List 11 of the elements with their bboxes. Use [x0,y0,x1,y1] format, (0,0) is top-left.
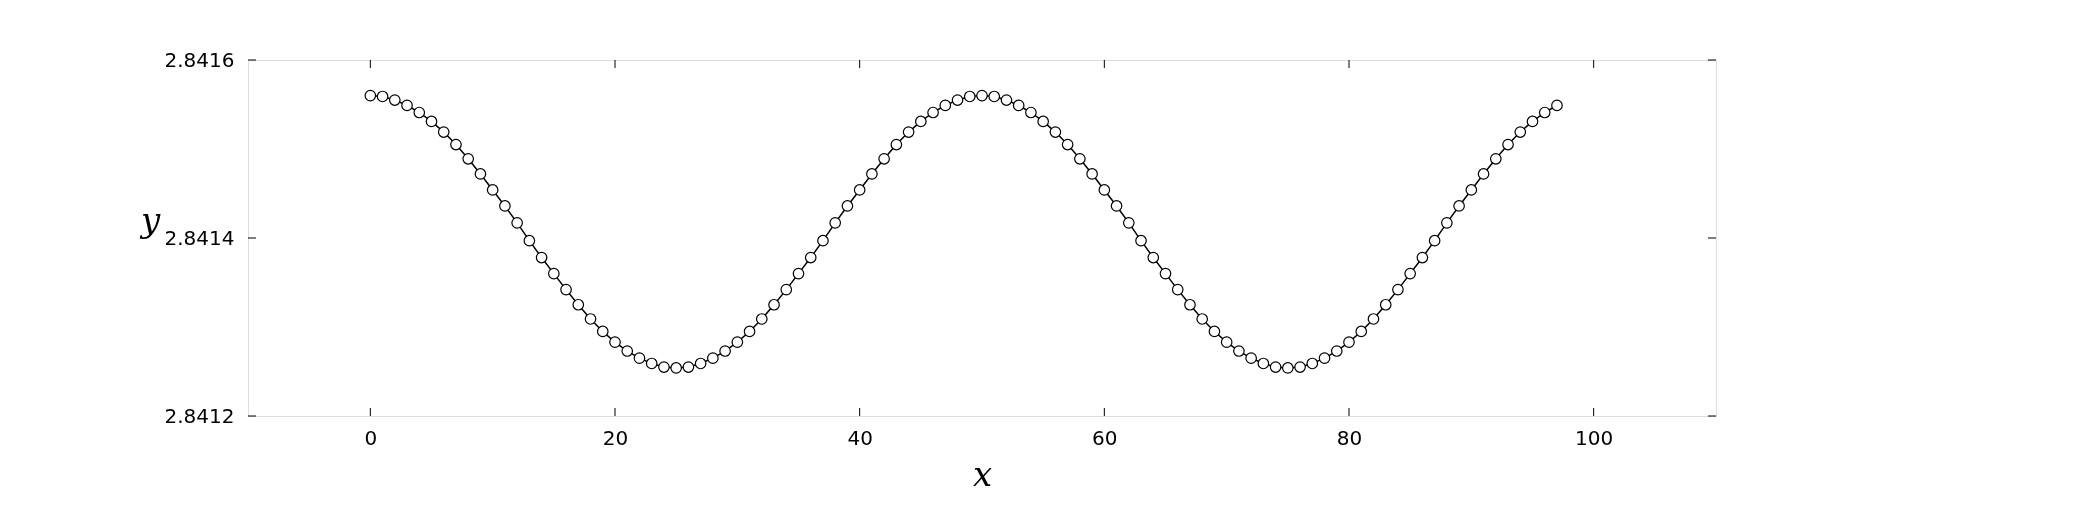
y-tick-label: 2.8412 [164,403,235,428]
x-tick-label: 20 [602,425,629,450]
x-tick-label: 40 [847,425,873,450]
x-tick-label: 100 [1575,425,1614,450]
x-tick-label: 80 [1336,425,1363,450]
y-tick-label: 2.8416 [164,47,235,72]
x-tick-label: 60 [1092,425,1118,450]
x-tick-label: 0 [364,425,378,450]
y-tick-label: 2.8414 [164,225,235,250]
x-axis-title: x [972,453,993,494]
y-axis-title: y [138,199,161,240]
